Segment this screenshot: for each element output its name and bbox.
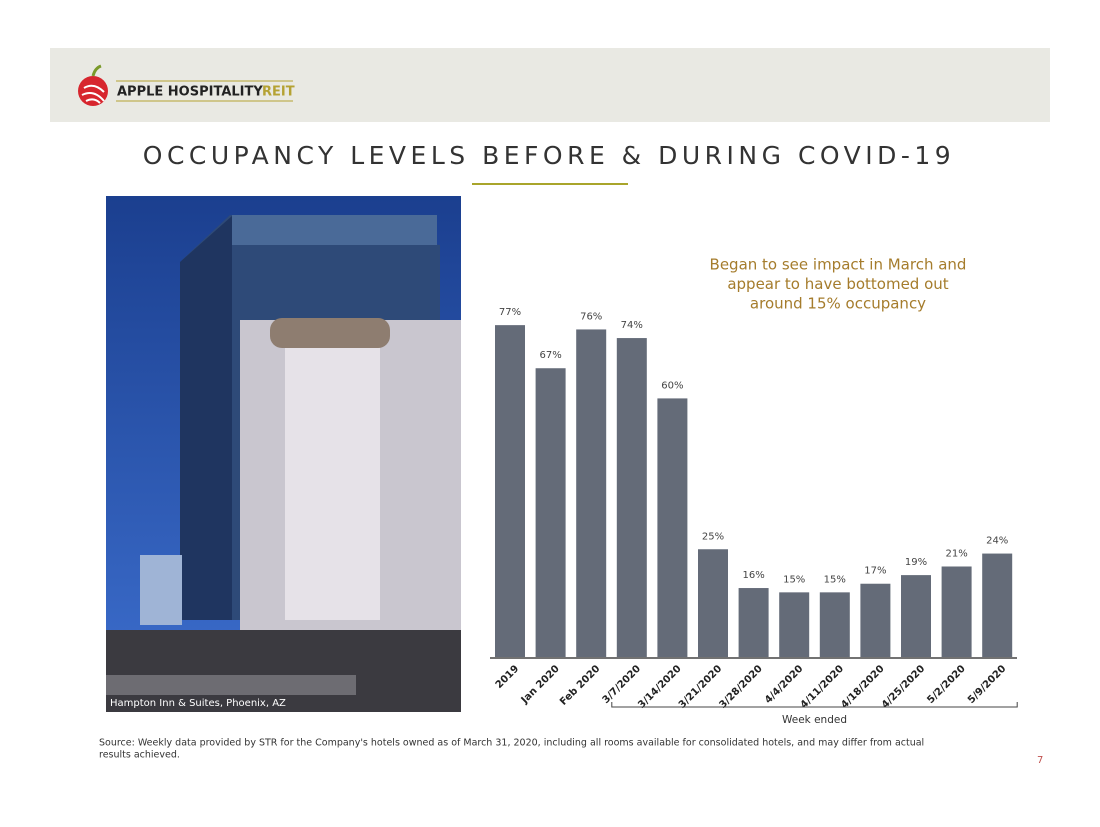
logo: APPLE HOSPITALITY REIT bbox=[78, 64, 295, 106]
value-label: 76% bbox=[580, 311, 602, 322]
x-tick-label: 3/7/2020 bbox=[601, 663, 643, 705]
bar bbox=[982, 553, 1013, 657]
brand-suffix: REIT bbox=[262, 85, 295, 100]
bar bbox=[860, 583, 891, 657]
source-note: Source: Weekly data provided by STR for … bbox=[99, 738, 924, 749]
annotation: Began to see impact in March and bbox=[710, 256, 967, 274]
x-group-label: Week ended bbox=[782, 714, 847, 726]
x-tick-label: 4/4/2020 bbox=[763, 663, 805, 705]
bar bbox=[738, 588, 769, 657]
bar bbox=[616, 338, 647, 657]
value-label: 74% bbox=[621, 320, 643, 331]
x-tick-label: Jan 2020 bbox=[519, 663, 562, 706]
slide-title: OCCUPANCY LEVELS BEFORE & DURING COVID-1… bbox=[143, 141, 955, 170]
x-tick-label: 3/28/2020 bbox=[717, 663, 764, 710]
source-note: results achieved. bbox=[99, 750, 180, 761]
photo: Hampton Inn & Suites, Phoenix, AZ bbox=[106, 196, 461, 712]
photo-caption: Hampton Inn & Suites, Phoenix, AZ bbox=[110, 698, 286, 709]
value-label: 60% bbox=[661, 380, 683, 391]
x-tick-label: 5/2/2020 bbox=[925, 663, 967, 705]
brand: APPLE HOSPITALITY bbox=[117, 85, 263, 100]
value-label: 21% bbox=[945, 548, 967, 559]
bar bbox=[941, 566, 972, 657]
value-label: 67% bbox=[539, 350, 561, 361]
bar bbox=[779, 592, 810, 657]
value-label: 15% bbox=[783, 574, 805, 585]
bar bbox=[535, 368, 566, 657]
bar bbox=[576, 329, 607, 657]
x-tick-label: 4/25/2020 bbox=[880, 663, 927, 710]
group-bracket bbox=[611, 702, 1018, 708]
value-label: 24% bbox=[986, 536, 1008, 547]
value-label: 77% bbox=[499, 307, 521, 318]
value-label: 25% bbox=[702, 531, 724, 542]
value-label: 17% bbox=[864, 566, 886, 577]
bar bbox=[901, 575, 931, 657]
header-band bbox=[50, 48, 1050, 122]
value-label: 19% bbox=[905, 557, 927, 568]
x-tick-label: 5/9/2020 bbox=[966, 663, 1008, 705]
page-number: 7 bbox=[1037, 755, 1043, 766]
value-label: 15% bbox=[824, 574, 846, 585]
value-label: 16% bbox=[742, 570, 764, 581]
annotation: around 15% occupancy bbox=[750, 295, 926, 313]
bar bbox=[657, 398, 688, 657]
bar bbox=[698, 549, 728, 657]
x-tick-label: 2019 bbox=[494, 663, 521, 690]
annotation: appear to have bottomed out bbox=[727, 275, 948, 293]
bar bbox=[495, 325, 525, 657]
bar bbox=[819, 592, 850, 657]
x-tick-label: Feb 2020 bbox=[558, 663, 602, 707]
